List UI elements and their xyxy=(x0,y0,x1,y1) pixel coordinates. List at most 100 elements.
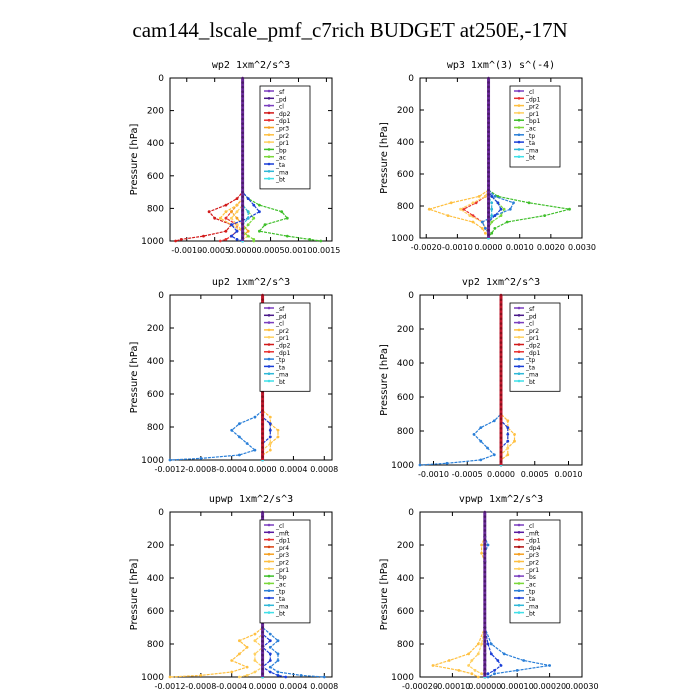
data-point xyxy=(496,659,500,662)
zero-profile-marker xyxy=(487,179,490,183)
zero-profile-marker xyxy=(487,130,490,134)
data-point xyxy=(512,201,515,205)
legend-marker xyxy=(517,567,521,571)
legend-marker xyxy=(267,560,271,563)
data-point xyxy=(486,446,489,450)
data-point xyxy=(489,642,493,646)
data-point xyxy=(276,435,280,439)
data-point xyxy=(308,238,312,241)
data-point xyxy=(506,446,510,450)
x-tick-label: 0.0000 xyxy=(487,470,515,479)
legend-marker xyxy=(267,357,271,361)
series-line-tp xyxy=(481,78,515,238)
zero-profile-marker xyxy=(241,149,244,153)
x-tick-label: 0.0010 xyxy=(555,470,583,479)
data-point xyxy=(484,231,487,235)
legend-marker xyxy=(517,379,521,383)
legend-label: _cl xyxy=(275,321,284,328)
zero-profile-marker xyxy=(241,117,244,121)
x-tick-label: 0.00020 xyxy=(533,682,566,691)
legend-label: _pd xyxy=(275,313,287,320)
legend-label: _cl xyxy=(525,321,534,328)
series-line-tp xyxy=(169,295,264,461)
zero-profile-marker xyxy=(261,395,264,398)
zero-profile-marker xyxy=(261,667,264,671)
data-point xyxy=(299,674,303,677)
legend-marker xyxy=(517,148,521,151)
zero-profile-marker xyxy=(241,163,244,167)
legend-label: _ac xyxy=(525,581,536,588)
data-point xyxy=(276,639,280,643)
data-point xyxy=(486,642,490,646)
data-point xyxy=(319,239,323,243)
y-tick-label: 400 xyxy=(147,574,164,584)
legend-label: _pr2 xyxy=(275,560,289,567)
zero-profile-marker xyxy=(483,667,487,671)
x-tick-label: -0.0020 xyxy=(411,243,442,252)
data-point xyxy=(268,428,272,432)
data-point xyxy=(253,670,257,674)
zero-profile-marker xyxy=(487,206,490,210)
zero-profile-marker xyxy=(483,598,487,602)
data-point xyxy=(480,642,483,646)
legend-marker xyxy=(267,545,271,549)
data-point xyxy=(515,669,519,672)
legend-label: _pr2 xyxy=(525,104,539,111)
zero-profile-marker xyxy=(241,186,244,189)
zero-profile-marker xyxy=(483,607,487,611)
data-point xyxy=(499,207,503,211)
zero-profile-marker xyxy=(483,519,487,523)
data-point xyxy=(506,453,510,457)
legend-marker xyxy=(267,372,271,376)
data-point xyxy=(470,672,474,676)
data-point xyxy=(476,652,480,656)
zero-profile-marker xyxy=(487,90,490,93)
zero-profile-marker xyxy=(261,432,264,435)
zero-profile-marker xyxy=(261,427,264,431)
data-point xyxy=(235,210,239,214)
data-point xyxy=(238,675,241,679)
legend-label: _bs xyxy=(525,574,536,581)
y-tick-label: 800 xyxy=(147,423,164,433)
data-point xyxy=(527,201,531,205)
y-tick-label: 200 xyxy=(397,106,414,116)
x-tick-label: 0.0010 xyxy=(506,243,534,252)
zero-profile-marker xyxy=(241,231,244,235)
legend-marker xyxy=(517,350,521,354)
zero-profile-marker xyxy=(483,561,487,565)
zero-profile-marker xyxy=(483,626,487,629)
y-tick-label: 600 xyxy=(147,607,164,617)
data-point xyxy=(459,207,462,211)
zero-profile-marker xyxy=(241,172,244,176)
legend-label: _ta xyxy=(525,364,535,371)
y-tick-label: 800 xyxy=(147,640,164,650)
y-tick-label: 400 xyxy=(397,574,414,584)
zero-profile-marker xyxy=(241,81,244,84)
x-tick-label: -0.0004 xyxy=(216,465,247,474)
zero-profile-marker xyxy=(241,108,244,112)
legend-marker xyxy=(517,560,521,563)
legend-box xyxy=(509,302,561,392)
legend-marker xyxy=(267,162,271,166)
legend-marker xyxy=(517,126,521,129)
zero-profile-marker xyxy=(499,403,503,406)
zero-profile-marker xyxy=(261,644,264,648)
zero-profile-marker xyxy=(487,108,490,111)
x-tick-label: 0.0005 xyxy=(521,470,549,479)
legend-label: _pr2 xyxy=(275,328,289,335)
data-point xyxy=(218,239,222,243)
zero-profile-marker xyxy=(487,184,490,187)
legend-label: _pd xyxy=(525,313,537,320)
x-tick-label: 0.0004 xyxy=(279,465,307,474)
zero-profile-marker xyxy=(499,455,503,459)
data-point xyxy=(218,216,222,220)
legend-label: _ta xyxy=(275,596,285,603)
x-tick-label: -0.0004 xyxy=(216,682,247,691)
y-tick-label: 200 xyxy=(147,541,164,551)
zero-profile-marker xyxy=(499,369,503,373)
data-point xyxy=(235,197,239,201)
zero-profile-marker xyxy=(487,121,490,125)
y-tick-label: 0 xyxy=(408,508,414,518)
data-point xyxy=(502,207,506,211)
zero-profile-marker xyxy=(261,640,264,643)
